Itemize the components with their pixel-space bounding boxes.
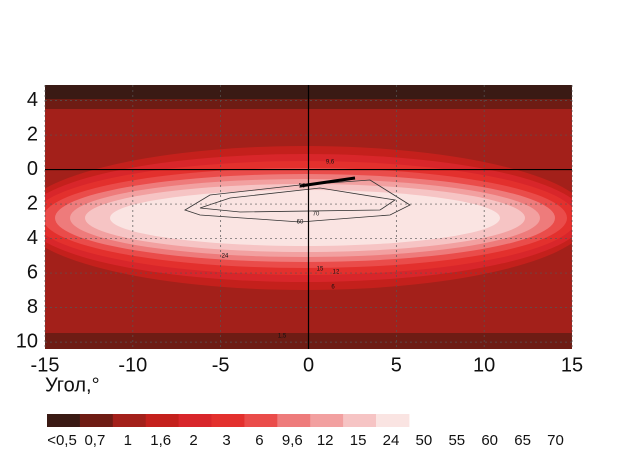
- colorbar-swatch: [79, 414, 114, 427]
- y-tick-label: 8: [27, 296, 38, 318]
- colorbar-label: 6: [255, 432, 263, 449]
- colorbar-swatch: [145, 414, 180, 427]
- colorbar-swatch: [277, 414, 311, 427]
- colorbar-label: 15: [350, 432, 367, 449]
- x-axis-label: Угол,°: [45, 374, 100, 396]
- y-tick-label: 6: [27, 261, 38, 283]
- colorbar-label: 3: [222, 432, 230, 449]
- y-tick-label: 2: [27, 192, 38, 214]
- colorbar-swatch: [343, 414, 377, 427]
- colorbar-label: 2: [189, 432, 197, 449]
- x-tick-label: -10: [118, 354, 147, 376]
- contour-line: [184, 179, 411, 223]
- colorbar-label: 12: [317, 432, 334, 449]
- x-tick-label: 5: [391, 354, 402, 376]
- contour-line: [199, 187, 397, 213]
- y-tick-label: 4: [27, 227, 38, 249]
- colorbar-swatch: [112, 414, 147, 427]
- colorbar-label: <0,5: [47, 432, 77, 449]
- contour-band: [110, 190, 500, 246]
- colorbar-label: 1,6: [150, 432, 171, 449]
- colorbar-swatch: [178, 414, 212, 427]
- colorbar-label: 50: [416, 432, 433, 449]
- colorbar-swatch: [376, 414, 410, 427]
- y-tick-label: 2: [27, 123, 38, 145]
- ridge: [299, 176, 356, 188]
- contour-label: 1,5: [278, 334, 287, 340]
- x-tick-label: -15: [31, 354, 60, 376]
- contour-label: 12: [333, 270, 340, 276]
- colorbar-label: 60: [481, 432, 498, 449]
- colorbar-label: 70: [547, 432, 564, 449]
- contour-field: [45, 85, 572, 349]
- y-tick-label: 10: [16, 330, 38, 352]
- contour-label: 9,6: [326, 160, 335, 166]
- colorbar-label: 55: [448, 432, 465, 449]
- contour-label: 15: [317, 267, 324, 273]
- y-tick-label: 0: [27, 158, 38, 180]
- contour-label: 6: [331, 285, 335, 291]
- x-tick-label: 15: [561, 354, 583, 376]
- colorbar-label: 0,7: [84, 432, 105, 449]
- y-tick-label: 4: [27, 89, 38, 111]
- x-tick-label: -5: [212, 354, 230, 376]
- colorbar-label: 9,6: [282, 432, 303, 449]
- colorbar-label: 65: [514, 432, 531, 449]
- contour-label: 60: [297, 220, 304, 226]
- colorbar-swatch: [310, 414, 344, 427]
- colorbar-label: 24: [383, 432, 400, 449]
- colorbar-swatch: [47, 414, 81, 427]
- colorbar-swatch: [244, 414, 278, 427]
- colorbar-label: 1: [124, 432, 132, 449]
- contour-label: 50: [299, 184, 306, 190]
- contour-label: 70: [313, 212, 320, 218]
- contour-label: 24: [222, 254, 229, 260]
- x-tick-label: 10: [473, 354, 495, 376]
- x-tick-label: 0: [303, 354, 314, 376]
- colorbar-swatch: [211, 414, 245, 427]
